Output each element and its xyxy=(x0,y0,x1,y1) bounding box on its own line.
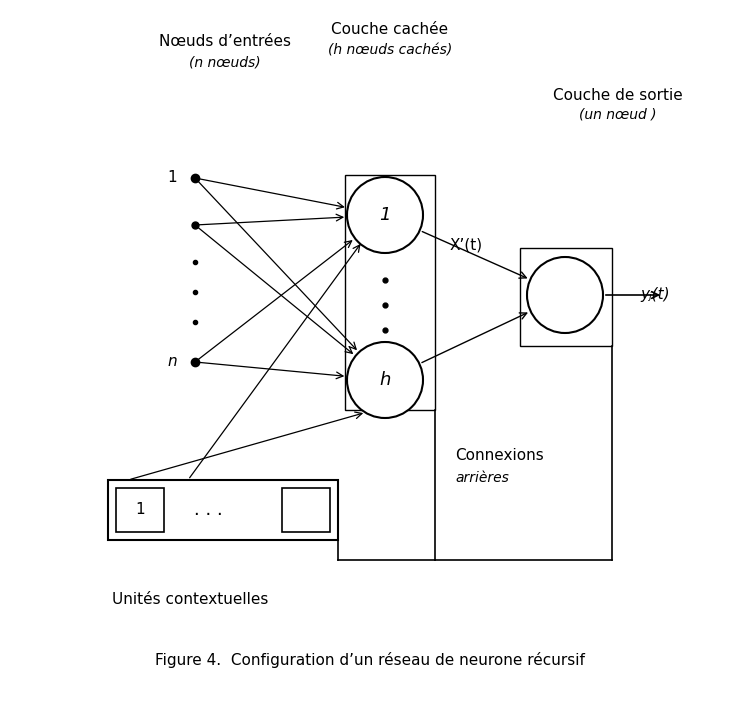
Text: (h nœuds cachés): (h nœuds cachés) xyxy=(328,43,452,57)
Text: . . .: . . . xyxy=(194,501,223,519)
Text: Connexions: Connexions xyxy=(455,448,544,463)
Text: 1: 1 xyxy=(167,170,177,185)
Text: Unités contextuelles: Unités contextuelles xyxy=(112,593,268,607)
Text: Nœuds d’entrées: Nœuds d’entrées xyxy=(159,34,291,49)
Text: n: n xyxy=(167,354,177,369)
Bar xyxy=(282,488,330,532)
Text: (un nœud ): (un nœud ) xyxy=(579,108,657,122)
Text: Couche de sortie: Couche de sortie xyxy=(553,88,683,103)
Text: 1: 1 xyxy=(135,503,145,518)
Circle shape xyxy=(347,342,423,418)
Text: (n nœuds): (n nœuds) xyxy=(189,55,260,69)
Text: h: h xyxy=(380,371,391,389)
Text: X’(t): X’(t) xyxy=(450,237,483,252)
Circle shape xyxy=(347,177,423,253)
Text: Figure 4.  Configuration d’un réseau de neurone récursif: Figure 4. Configuration d’un réseau de n… xyxy=(155,652,585,668)
Circle shape xyxy=(527,257,603,333)
Text: arrières: arrières xyxy=(455,471,509,485)
Text: 1: 1 xyxy=(380,206,391,224)
Bar xyxy=(108,480,338,540)
Bar xyxy=(116,488,164,532)
Text: yⱼ(t): yⱼ(t) xyxy=(640,287,670,302)
Bar xyxy=(520,248,612,346)
Bar xyxy=(345,175,435,410)
Text: Couche cachée: Couche cachée xyxy=(332,23,448,38)
